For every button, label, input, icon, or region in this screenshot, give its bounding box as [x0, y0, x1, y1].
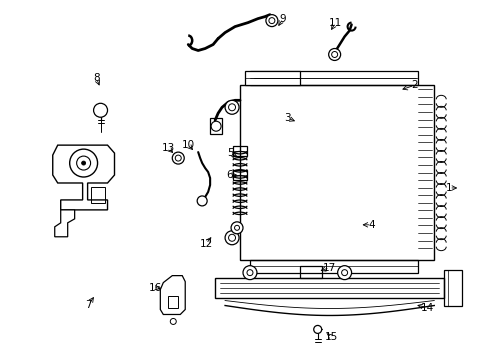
Polygon shape: [55, 210, 75, 237]
Bar: [210, 118, 222, 134]
Circle shape: [246, 270, 252, 276]
Text: 4: 4: [367, 220, 374, 230]
Text: 8: 8: [93, 73, 100, 84]
Text: 15: 15: [325, 332, 338, 342]
Text: 1: 1: [445, 183, 451, 193]
Text: 9: 9: [279, 14, 285, 24]
Circle shape: [265, 15, 277, 27]
Bar: [443, 270, 461, 306]
Circle shape: [172, 152, 184, 164]
Circle shape: [328, 49, 340, 60]
Circle shape: [69, 149, 98, 177]
Bar: [249, 260, 417, 273]
Text: 12: 12: [199, 239, 212, 249]
Text: 7: 7: [85, 300, 92, 310]
Circle shape: [211, 121, 221, 131]
Circle shape: [93, 103, 107, 117]
Bar: [233, 170, 246, 180]
Text: 17: 17: [323, 263, 336, 273]
Circle shape: [224, 231, 239, 245]
Text: 3: 3: [284, 113, 290, 123]
Bar: [215, 278, 443, 298]
Bar: [249, 71, 417, 85]
Bar: [244, 71, 299, 85]
Circle shape: [268, 18, 274, 24]
Text: 5: 5: [226, 148, 233, 158]
Circle shape: [331, 51, 337, 58]
Text: 14: 14: [420, 302, 433, 312]
Circle shape: [234, 225, 239, 230]
Bar: [240, 85, 433, 260]
Circle shape: [230, 222, 243, 234]
Circle shape: [228, 234, 235, 241]
Circle shape: [170, 319, 176, 324]
Circle shape: [337, 266, 351, 280]
Circle shape: [243, 266, 256, 280]
Circle shape: [175, 155, 181, 161]
Bar: [90, 187, 104, 203]
Bar: [299, 266, 321, 278]
Bar: [168, 296, 178, 307]
Circle shape: [228, 104, 235, 111]
Circle shape: [341, 270, 347, 276]
Bar: [233, 146, 246, 156]
Circle shape: [81, 161, 85, 165]
Circle shape: [313, 325, 321, 333]
Text: 6: 6: [226, 170, 233, 180]
Circle shape: [224, 100, 239, 114]
Circle shape: [197, 196, 207, 206]
Text: 11: 11: [328, 18, 342, 28]
Text: 16: 16: [148, 283, 162, 293]
Text: 2: 2: [410, 80, 417, 90]
Text: 10: 10: [181, 140, 194, 150]
Polygon shape: [160, 276, 185, 315]
Circle shape: [77, 156, 90, 170]
Text: 13: 13: [162, 143, 175, 153]
Polygon shape: [53, 145, 114, 210]
